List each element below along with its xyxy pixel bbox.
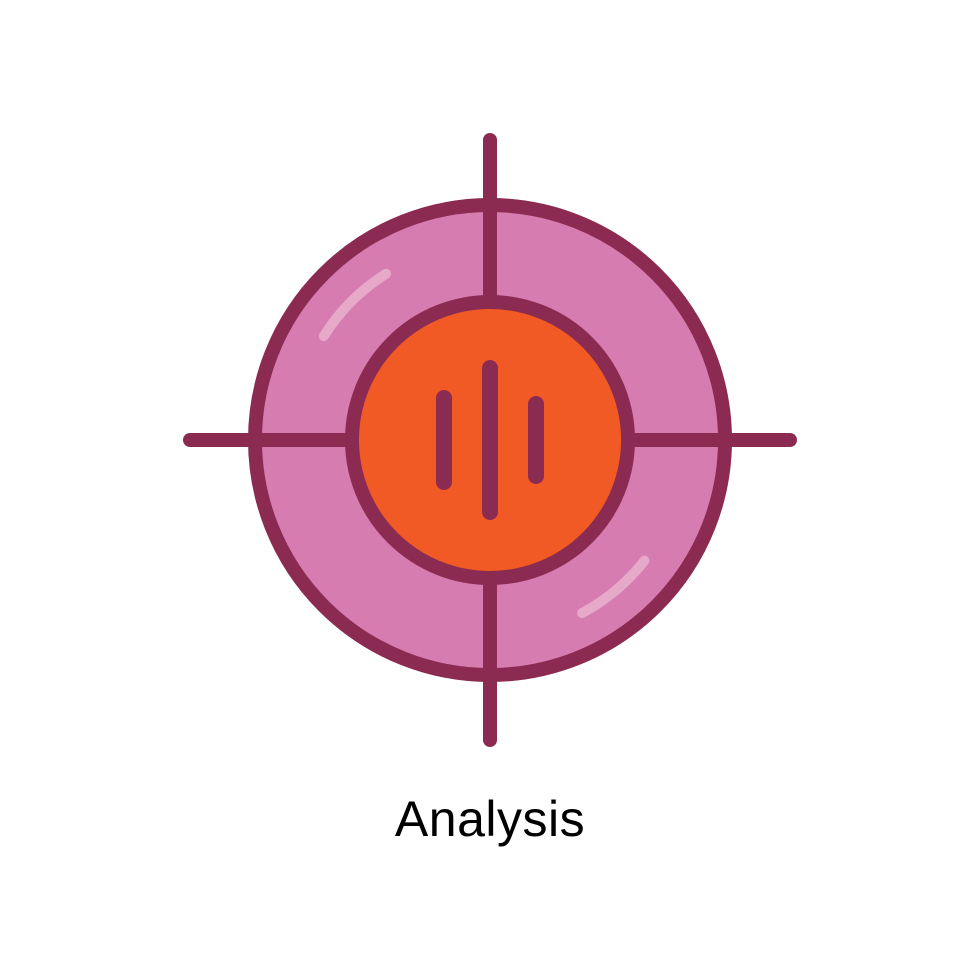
icon-label: Analysis <box>395 790 585 848</box>
icon-card: Analysis <box>0 0 980 980</box>
analysis-target-icon <box>180 130 800 750</box>
